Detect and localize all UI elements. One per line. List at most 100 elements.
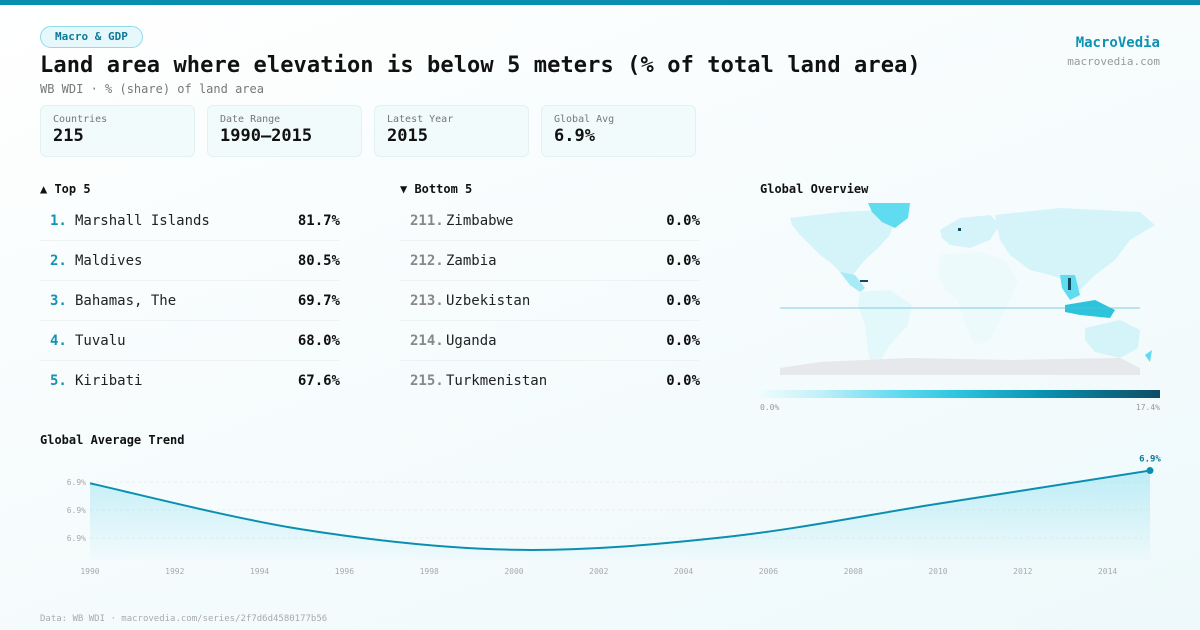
stat-value: 6.9% <box>554 126 595 146</box>
footer-source: Data: WB WDI · macrovedia.com/series/2f7… <box>40 614 328 624</box>
x-tick-label: 2000 <box>504 567 523 576</box>
list-item[interactable]: 2. Maldives 80.5% <box>40 241 340 281</box>
stats-row: Countries 215 Date Range 1990–2015 Lates… <box>40 105 696 157</box>
stat-card-latest-year: Latest Year 2015 <box>374 105 529 157</box>
trend-line <box>89 469 1151 551</box>
trend-chart: 6.9% 6.9% 6.9% 6.9% 1990 1992 1994 1996 1998 20… <box>67 455 1162 576</box>
rank: 212. <box>410 252 444 269</box>
country-value: 67.6% <box>297 373 340 389</box>
country-name: Zambia <box>446 252 497 269</box>
stat-card-date-range: Date Range 1990–2015 <box>207 105 362 157</box>
stat-card-global-avg: Global Avg 6.9% <box>541 105 696 157</box>
x-tick-label: 2006 <box>759 567 778 576</box>
region-indonesia <box>1065 300 1115 318</box>
country-value: 80.5% <box>297 252 340 269</box>
region-north-america <box>790 210 895 280</box>
x-tick-label: 2014 <box>1098 567 1117 576</box>
top5-list: 1. Marshall Islands 81.7% 2. Maldives 80… <box>40 201 340 401</box>
rank: 3. <box>50 292 67 309</box>
stat-label: Date Range <box>220 114 281 125</box>
country-name: Maldives <box>75 252 143 269</box>
legend-min-label: 0.0% <box>760 403 780 412</box>
country-name: Turkmenistan <box>446 373 548 389</box>
trend-title: Global Average Trend <box>40 433 185 447</box>
y-tick-label: 6.9% <box>67 478 86 487</box>
list-item[interactable]: 4. Tuvalu 68.0% <box>40 321 340 361</box>
country-name: Marshall Islands <box>75 212 210 229</box>
x-tick-label: 2012 <box>1013 567 1032 576</box>
list-item[interactable]: 211. Zimbabwe 0.0% <box>400 201 700 241</box>
bottom5-title: ▼ Bottom 5 <box>400 182 473 196</box>
region-caribbean <box>860 280 868 282</box>
trend-end-label: 6.9% <box>1139 455 1161 465</box>
rank: 214. <box>410 332 444 349</box>
x-tick-label: 2008 <box>844 567 863 576</box>
page-title: Land area where elevation is below 5 met… <box>40 53 921 78</box>
bottom5-list: 211. Zimbabwe 0.0% 212. Zambia 0.0% 213.… <box>400 201 700 401</box>
category-pill[interactable]: Macro & GDP <box>40 26 143 48</box>
region-netherlands <box>958 228 961 231</box>
top5-title: ▲ Top 5 <box>40 182 91 196</box>
stat-label: Countries <box>53 114 108 125</box>
x-tick-label: 1990 <box>80 567 99 576</box>
country-name: Uganda <box>446 332 497 349</box>
y-tick-label: 6.9% <box>67 534 86 543</box>
list-item[interactable]: 213. Uzbekistan 0.0% <box>400 281 700 321</box>
country-value: 69.7% <box>297 292 340 309</box>
country-value: 0.0% <box>666 332 700 349</box>
y-tick-label: 6.9% <box>67 506 86 515</box>
x-tick-label: 1992 <box>165 567 184 576</box>
country-value: 0.0% <box>666 292 700 309</box>
legend-max-label: 17.4% <box>1135 403 1160 412</box>
x-tick-label: 1996 <box>335 567 354 576</box>
stat-value: 215 <box>53 126 84 146</box>
stat-value: 1990–2015 <box>220 126 313 146</box>
brand-name[interactable]: MacroVedia <box>1075 35 1160 51</box>
brand-url[interactable]: macrovedia.com <box>1067 55 1160 68</box>
map-title: Global Overview <box>760 182 869 196</box>
country-value: 0.0% <box>666 212 700 229</box>
rank: 211. <box>410 212 444 229</box>
region-africa <box>938 252 1018 345</box>
region-south-america <box>858 290 912 370</box>
list-item[interactable]: 5. Kiribati 67.6% <box>40 361 340 401</box>
country-name: Bahamas, The <box>75 292 177 309</box>
region-asia <box>995 208 1155 290</box>
region-antarctica <box>780 358 1140 375</box>
trend-endpoint[interactable] <box>1146 467 1154 475</box>
country-name: Kiribati <box>75 373 143 389</box>
x-tick-label: 2010 <box>928 567 947 576</box>
x-tick-label: 1998 <box>420 567 439 576</box>
stat-label: Latest Year <box>387 114 454 125</box>
rank: 215. <box>410 373 444 389</box>
region-vietnam <box>1068 278 1071 290</box>
world-map[interactable] <box>760 200 1160 385</box>
country-value: 0.0% <box>666 373 700 389</box>
x-tick-label: 2004 <box>674 567 693 576</box>
list-item[interactable]: 212. Zambia 0.0% <box>400 241 700 281</box>
page-subtitle: WB WDI · % (share) of land area <box>40 82 264 96</box>
map-color-legend <box>760 390 1160 398</box>
rank: 2. <box>50 252 67 269</box>
country-value: 68.0% <box>297 332 340 349</box>
rank: 1. <box>50 212 67 229</box>
list-item[interactable]: 214. Uganda 0.0% <box>400 321 700 361</box>
rank: 4. <box>50 332 67 349</box>
rank: 213. <box>410 292 444 309</box>
region-greenland <box>868 203 910 228</box>
list-item[interactable]: 1. Marshall Islands 81.7% <box>40 201 340 241</box>
list-item[interactable]: 3. Bahamas, The 69.7% <box>40 281 340 321</box>
list-item[interactable]: 215. Turkmenistan 0.0% <box>400 361 700 401</box>
stat-value: 2015 <box>387 126 428 146</box>
rank: 5. <box>50 373 67 389</box>
region-central-america <box>840 272 865 292</box>
country-value: 81.7% <box>297 212 340 229</box>
world-map-svg <box>780 203 1155 375</box>
country-name: Tuvalu <box>75 332 126 349</box>
top-accent-bar <box>0 0 1200 5</box>
stat-card-countries: Countries 215 <box>40 105 195 157</box>
region-europe <box>940 215 1000 248</box>
region-new-zealand <box>1145 350 1152 362</box>
x-tick-label: 2002 <box>589 567 608 576</box>
stat-label: Global Avg <box>554 114 615 125</box>
